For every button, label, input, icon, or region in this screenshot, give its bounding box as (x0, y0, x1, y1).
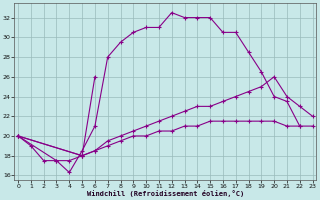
X-axis label: Windchill (Refroidissement éolien,°C): Windchill (Refroidissement éolien,°C) (87, 190, 244, 197)
